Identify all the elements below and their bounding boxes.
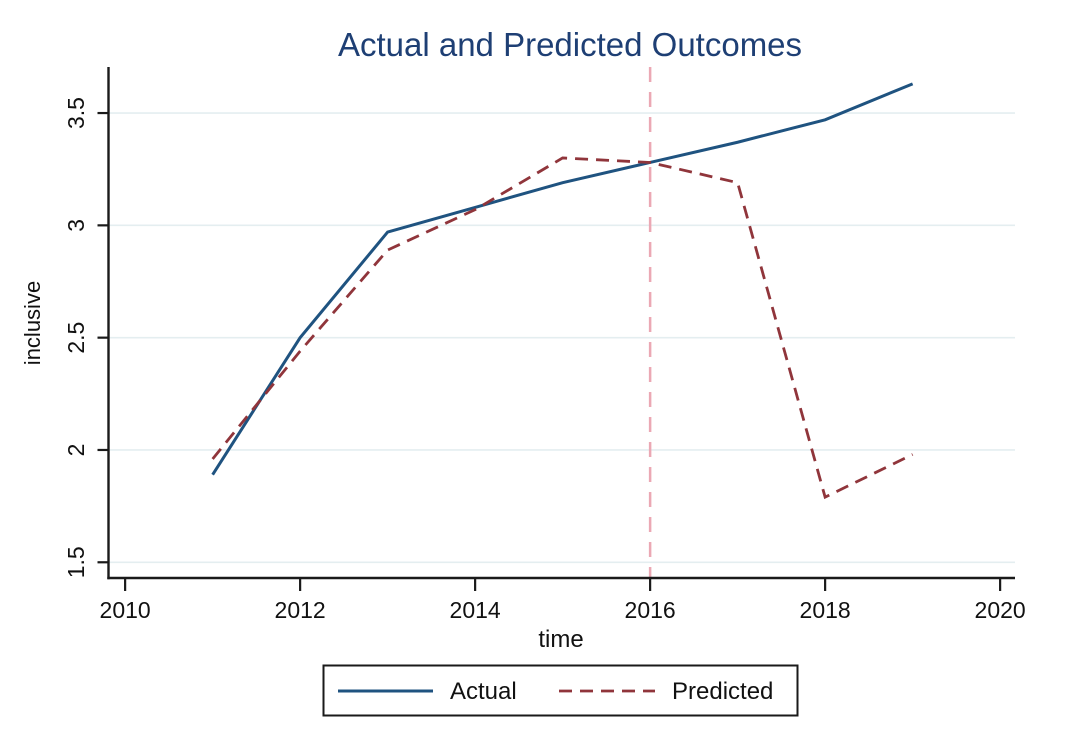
axes-layer: 1.5 2 2.5 3 3.5 2010 2012 2014 2016 2018 2020: [63, 67, 1026, 623]
series-line-actual: [211, 82, 914, 476]
chart-title: Actual and Predicted Outcomes: [338, 26, 802, 63]
x-tick-label: 2018: [800, 597, 851, 623]
y-tick-label: 3: [63, 219, 89, 232]
legend-label-predicted: Predicted: [672, 678, 773, 705]
x-tick-label: 2020: [975, 597, 1026, 623]
legend: Actual Predicted: [322, 664, 799, 717]
gridlines-layer: [108, 112, 1015, 564]
y-tick-label: 3.5: [63, 97, 89, 129]
y-tick-label: 1.5: [63, 546, 89, 578]
legend-label-actual: Actual: [450, 678, 517, 705]
x-tick-label: 2012: [275, 597, 326, 623]
series-layer: [211, 67, 914, 578]
x-tick-label: 2014: [450, 597, 501, 623]
x-tick-label: 2016: [625, 597, 676, 623]
y-axis-title: inclusive: [20, 281, 45, 365]
y-tick-label: 2: [63, 444, 89, 457]
x-tick-label: 2010: [100, 597, 151, 623]
y-tick-label: 2.5: [63, 322, 89, 354]
x-axis-title: time: [538, 626, 583, 653]
series-line-predicted: [211, 156, 914, 500]
